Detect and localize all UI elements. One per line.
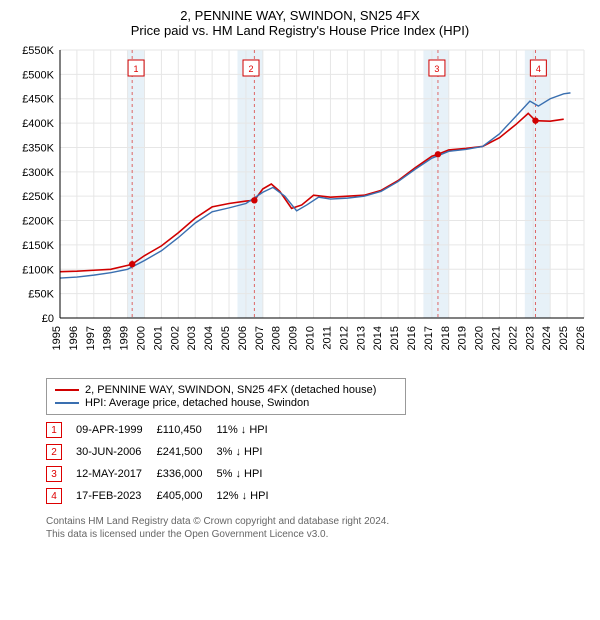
svg-text:3: 3 — [434, 64, 439, 74]
legend-label: HPI: Average price, detached house, Swin… — [85, 397, 309, 409]
legend-item: HPI: Average price, detached house, Swin… — [55, 397, 397, 409]
chart-container: 1 2 3 4 £0 £50K £100K £150K £200K £250K £300K £350K… — [8, 42, 592, 372]
svg-text:2015: 2015 — [389, 326, 401, 350]
footer-line: Contains HM Land Registry data © Crown c… — [46, 515, 592, 528]
svg-text:£0: £0 — [42, 313, 54, 325]
footer-note: Contains HM Land Registry data © Crown c… — [46, 515, 592, 541]
legend-swatch — [55, 389, 79, 391]
event-date: 12-MAY-2017 — [76, 463, 157, 485]
svg-text:1995: 1995 — [51, 326, 63, 350]
svg-text:2012: 2012 — [338, 326, 350, 350]
svg-text:2025: 2025 — [558, 326, 570, 350]
svg-text:£50K: £50K — [28, 289, 54, 301]
price-chart: 1 2 3 4 £0 £50K £100K £150K £200K £250K £300K £350K… — [8, 42, 592, 372]
event-row: 3 12-MAY-2017£336,0005% ↓ HPI — [46, 463, 283, 485]
svg-text:£500K: £500K — [22, 69, 54, 81]
event-row: 4 17-FEB-2023£405,00012% ↓ HPI — [46, 485, 283, 507]
legend: 2, PENNINE WAY, SWINDON, SN25 4FX (detac… — [46, 378, 406, 415]
svg-text:£350K: £350K — [22, 142, 54, 154]
svg-text:2026: 2026 — [575, 326, 587, 350]
svg-text:2001: 2001 — [152, 326, 164, 350]
svg-text:2008: 2008 — [271, 326, 283, 350]
svg-text:2011: 2011 — [321, 326, 333, 350]
chart-title-line2: Price paid vs. HM Land Registry's House … — [8, 23, 592, 38]
svg-text:2013: 2013 — [355, 326, 367, 350]
svg-text:1999: 1999 — [119, 326, 131, 350]
event-date: 17-FEB-2023 — [76, 485, 157, 507]
svg-text:2014: 2014 — [372, 326, 384, 350]
svg-text:£400K: £400K — [22, 118, 54, 130]
svg-text:2017: 2017 — [423, 326, 435, 350]
event-badge: 1 — [46, 422, 62, 438]
svg-text:1997: 1997 — [85, 326, 97, 350]
event-price: £110,450 — [157, 419, 217, 441]
svg-text:2: 2 — [248, 64, 253, 74]
svg-text:2009: 2009 — [288, 326, 300, 350]
legend-swatch — [55, 402, 79, 404]
chart-title-block: 2, PENNINE WAY, SWINDON, SN25 4FX Price … — [8, 8, 592, 38]
svg-text:£250K: £250K — [22, 191, 54, 203]
svg-text:2005: 2005 — [220, 326, 232, 350]
svg-text:2023: 2023 — [524, 326, 536, 350]
svg-text:2024: 2024 — [541, 326, 553, 350]
svg-text:2007: 2007 — [254, 326, 266, 350]
svg-text:2022: 2022 — [507, 326, 519, 350]
svg-text:£100K: £100K — [22, 264, 54, 276]
event-row: 1 09-APR-1999£110,45011% ↓ HPI — [46, 419, 283, 441]
svg-text:2000: 2000 — [136, 326, 148, 350]
event-date: 09-APR-1999 — [76, 419, 157, 441]
event-badge: 4 — [46, 488, 62, 504]
event-date: 30-JUN-2006 — [76, 441, 157, 463]
svg-text:2006: 2006 — [237, 326, 249, 350]
svg-text:£550K: £550K — [22, 45, 54, 57]
event-badge: 2 — [46, 444, 62, 460]
svg-text:2004: 2004 — [203, 326, 215, 350]
svg-text:2016: 2016 — [406, 326, 418, 350]
svg-text:£200K: £200K — [22, 216, 54, 228]
chart-title-line1: 2, PENNINE WAY, SWINDON, SN25 4FX — [8, 8, 592, 23]
event-delta: 3% ↓ HPI — [217, 441, 283, 463]
svg-text:4: 4 — [536, 64, 541, 74]
svg-text:2019: 2019 — [457, 326, 469, 350]
svg-text:2020: 2020 — [474, 326, 486, 350]
event-delta: 12% ↓ HPI — [217, 485, 283, 507]
event-delta: 5% ↓ HPI — [217, 463, 283, 485]
svg-text:2003: 2003 — [186, 326, 198, 350]
event-delta: 11% ↓ HPI — [217, 419, 283, 441]
svg-text:2018: 2018 — [440, 326, 452, 350]
svg-text:2010: 2010 — [305, 326, 317, 350]
footer-line: This data is licensed under the Open Gov… — [46, 528, 592, 541]
event-price: £241,500 — [157, 441, 217, 463]
event-price: £405,000 — [157, 485, 217, 507]
svg-text:1996: 1996 — [68, 326, 80, 350]
event-row: 2 30-JUN-2006£241,5003% ↓ HPI — [46, 441, 283, 463]
svg-text:2021: 2021 — [490, 326, 502, 350]
event-badge: 3 — [46, 466, 62, 482]
svg-text:1: 1 — [134, 64, 139, 74]
svg-text:2002: 2002 — [169, 326, 181, 350]
legend-label: 2, PENNINE WAY, SWINDON, SN25 4FX (detac… — [85, 384, 376, 396]
event-price: £336,000 — [157, 463, 217, 485]
svg-text:£450K: £450K — [22, 94, 54, 106]
svg-text:£150K: £150K — [22, 240, 54, 252]
events-table: 1 09-APR-1999£110,45011% ↓ HPI 2 30-JUN-200… — [46, 419, 283, 507]
legend-item: 2, PENNINE WAY, SWINDON, SN25 4FX (detac… — [55, 384, 397, 396]
svg-text:1998: 1998 — [102, 326, 114, 350]
svg-text:£300K: £300K — [22, 167, 54, 179]
